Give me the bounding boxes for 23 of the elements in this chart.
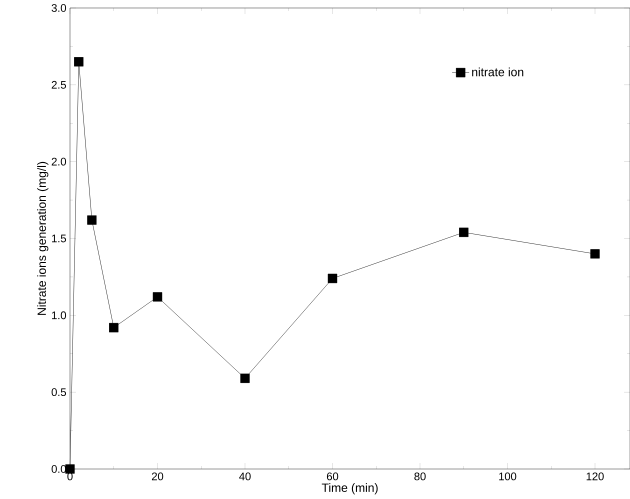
x-axis-title: Time (min) — [322, 483, 378, 494]
x-tick-label: 80 — [414, 472, 426, 480]
y-axis-title: Nitrate ions generation (mg/l) — [37, 162, 48, 315]
point — [152, 292, 162, 302]
point — [328, 274, 338, 284]
y-tick-label: 2.0 — [52, 158, 66, 166]
point — [109, 322, 118, 332]
legend-label: nitrate ion — [472, 67, 524, 76]
x-tick-label: 60 — [326, 472, 338, 480]
x-tick-label: 120 — [586, 472, 604, 480]
point — [74, 57, 84, 66]
y-tick-label: 0.5 — [52, 388, 66, 396]
point — [87, 215, 97, 225]
point — [240, 374, 250, 384]
x-tick-label: 20 — [152, 472, 164, 480]
y-tick-label: 3.0 — [52, 4, 66, 12]
y-tick-label: 2.5 — [52, 80, 66, 89]
point — [590, 249, 600, 259]
x-tick-label: 100 — [499, 472, 516, 480]
y-tick-label: 1.5 — [52, 234, 66, 242]
y-tick-label: 1.0 — [52, 311, 66, 320]
x-tick-label: 40 — [239, 472, 251, 480]
point — [459, 228, 468, 238]
